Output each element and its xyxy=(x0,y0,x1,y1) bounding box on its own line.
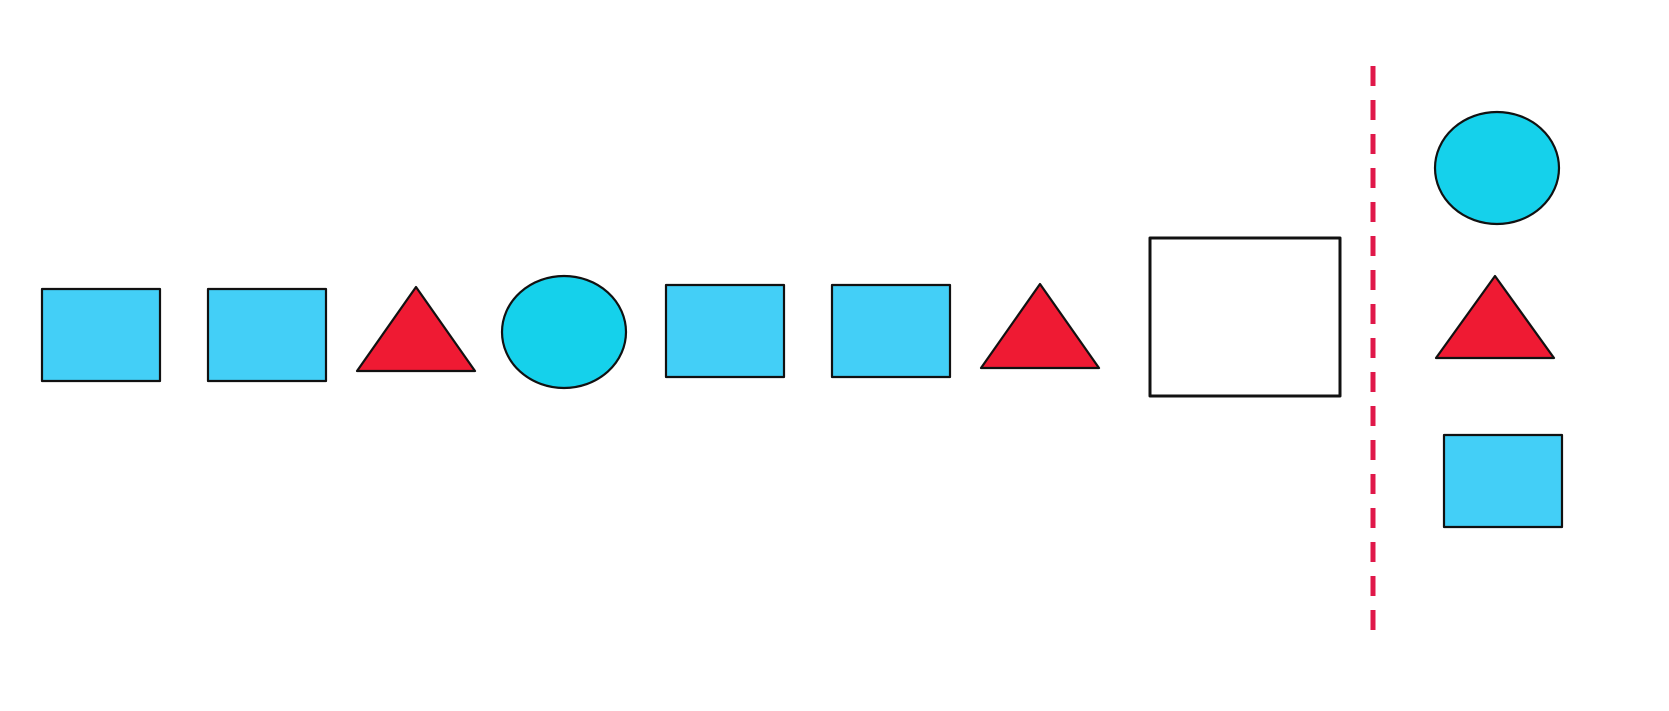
sequence-square-2 xyxy=(206,287,328,383)
sequence-square-5 xyxy=(664,283,786,379)
sequence-row xyxy=(40,236,1342,398)
answer-options xyxy=(1433,110,1564,529)
option-triangle[interactable] xyxy=(1434,274,1556,360)
blank-answer-slot[interactable] xyxy=(1148,236,1342,398)
option-square[interactable] xyxy=(1442,433,1564,529)
sequence-square-6 xyxy=(830,283,952,379)
sequence-circle-4 xyxy=(500,274,628,390)
sequence-triangle-7 xyxy=(979,282,1101,370)
option-circle[interactable] xyxy=(1433,110,1561,226)
sequence-triangle-3 xyxy=(355,285,477,373)
sequence-square-1 xyxy=(40,287,162,383)
